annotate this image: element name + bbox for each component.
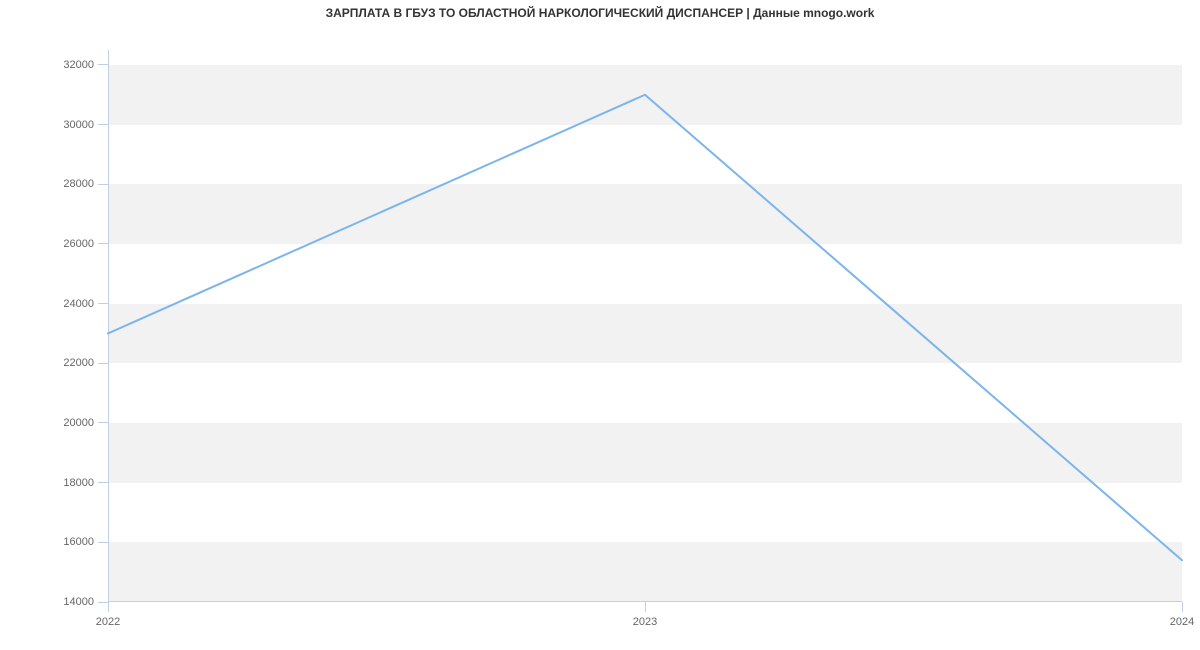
y-axis-label: 26000 bbox=[63, 238, 94, 250]
y-axis-label: 20000 bbox=[63, 417, 94, 429]
series-line bbox=[108, 50, 1182, 602]
x-tick bbox=[1182, 602, 1183, 612]
y-axis-label: 16000 bbox=[63, 536, 94, 548]
y-tick bbox=[98, 64, 108, 65]
y-axis-label: 32000 bbox=[63, 59, 94, 71]
x-axis-label: 2022 bbox=[96, 616, 120, 628]
y-tick bbox=[98, 542, 108, 543]
x-tick bbox=[645, 602, 646, 612]
y-axis-label: 30000 bbox=[63, 119, 94, 131]
x-tick bbox=[108, 602, 109, 612]
x-axis-label: 2023 bbox=[633, 616, 657, 628]
y-axis-label: 14000 bbox=[63, 596, 94, 608]
y-tick bbox=[98, 243, 108, 244]
y-tick bbox=[98, 482, 108, 483]
y-tick bbox=[98, 303, 108, 304]
chart-title: ЗАРПЛАТА В ГБУЗ ТО ОБЛАСТНОЙ НАРКОЛОГИЧЕ… bbox=[0, 6, 1200, 20]
salary-line-chart: ЗАРПЛАТА В ГБУЗ ТО ОБЛАСТНОЙ НАРКОЛОГИЧЕ… bbox=[0, 0, 1200, 650]
plot-area: 1400016000180002000022000240002600028000… bbox=[108, 50, 1182, 602]
y-axis-label: 24000 bbox=[63, 298, 94, 310]
y-axis-label: 18000 bbox=[63, 477, 94, 489]
y-axis-label: 22000 bbox=[63, 357, 94, 369]
y-tick bbox=[98, 422, 108, 423]
y-tick bbox=[98, 184, 108, 185]
x-axis-label: 2024 bbox=[1170, 616, 1194, 628]
y-axis-label: 28000 bbox=[63, 178, 94, 190]
y-tick bbox=[98, 124, 108, 125]
y-tick bbox=[98, 602, 108, 603]
y-tick bbox=[98, 363, 108, 364]
